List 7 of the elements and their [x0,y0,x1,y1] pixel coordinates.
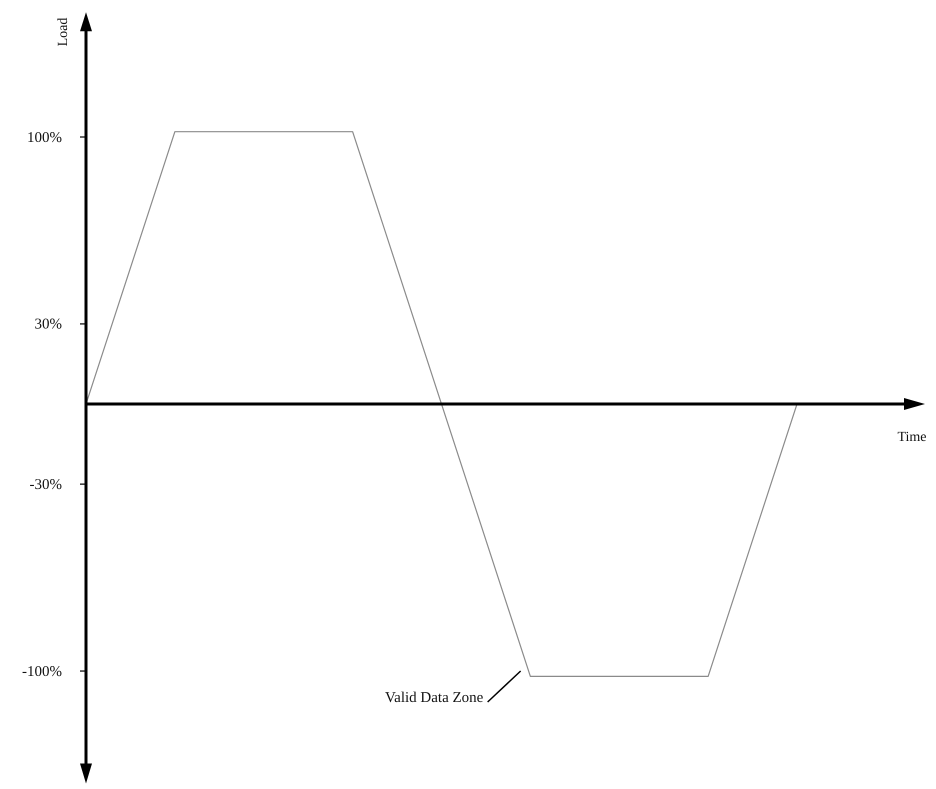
y-tick-label: -100% [22,664,62,680]
annotation: Valid Data Zone [385,690,484,706]
y-tick-label: 100% [27,130,62,146]
y-tick-label: 30% [34,316,62,333]
x-axis-title: Time [897,430,927,445]
y-tick-label: -30% [30,476,62,493]
y-axis-title: Load [56,18,71,46]
